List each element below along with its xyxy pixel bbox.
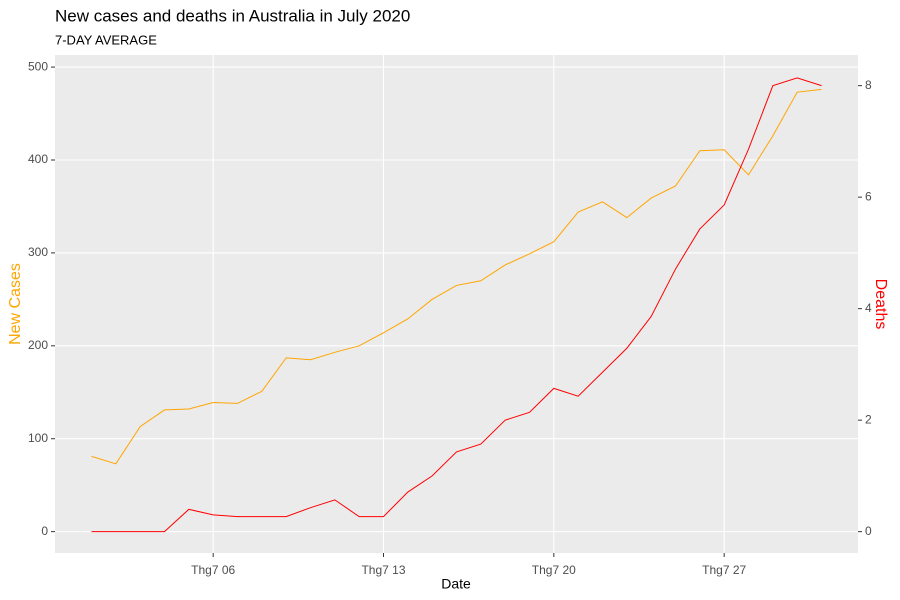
y2-tick-label: 8 [865,78,872,92]
y-tick-label: 0 [41,524,48,538]
x-tick-label: Thg7 20 [532,563,576,577]
y2-axis-title: Deaths [872,279,889,330]
y-tick-label: 100 [28,431,48,445]
chart-title: New cases and deaths in Australia in Jul… [55,6,410,25]
y-tick-label: 500 [28,59,48,73]
y2-tick-label: 0 [865,524,872,538]
plot-panel [55,55,858,553]
series-line [91,77,822,533]
series-line [91,88,822,465]
x-tick-label: Thg7 13 [361,563,405,577]
chart-subtitle: 7-DAY AVERAGE [55,32,157,47]
y-tick-label: 400 [28,152,48,166]
y2-tick-label: 6 [865,189,872,203]
x-tick-label: Thg7 06 [191,563,235,577]
y2-tick-label: 4 [865,301,872,315]
x-tick-label: Thg7 27 [702,563,746,577]
y-tick-label: 200 [28,338,48,352]
y-tick-label: 300 [28,245,48,259]
y2-tick-label: 2 [865,412,872,426]
x-axis-title: Date [441,576,471,592]
y-axis-title: New Cases [7,263,24,345]
